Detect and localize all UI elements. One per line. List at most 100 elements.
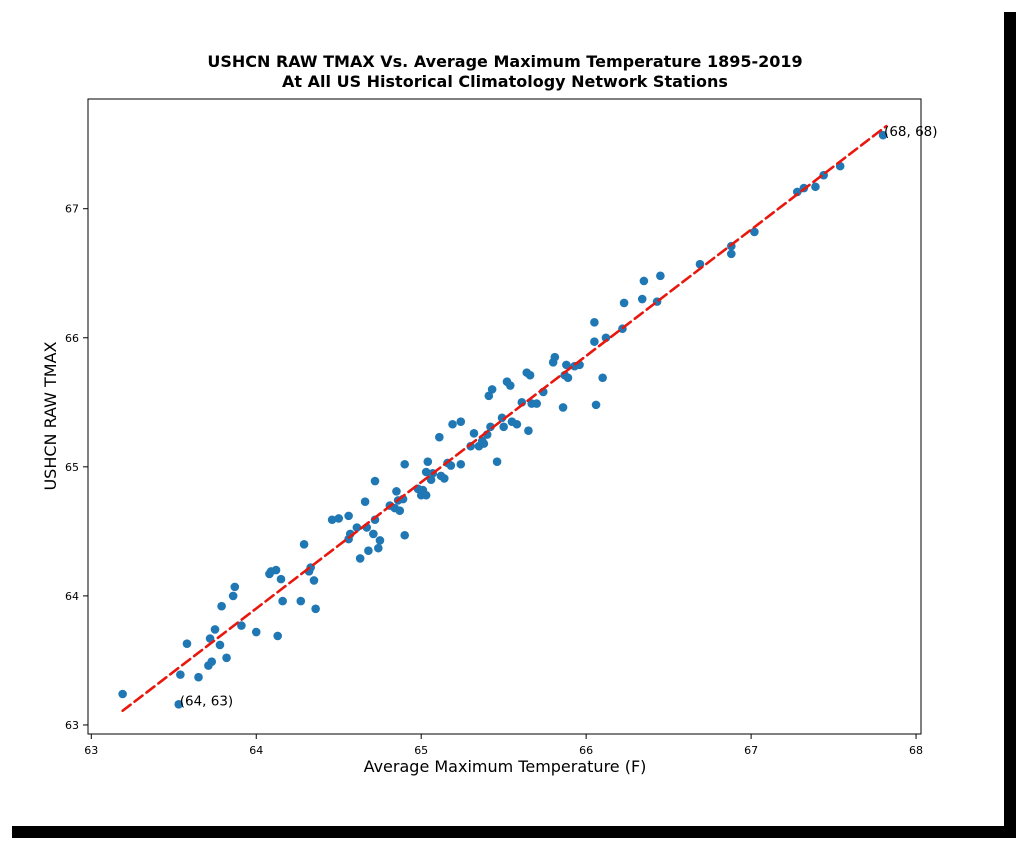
data-point [487,385,497,394]
data-point [222,653,231,663]
data-point [492,457,502,466]
data-point [563,373,573,383]
y-tick-label: 64 [65,590,79,603]
data-point [344,511,353,521]
data-point [375,536,385,545]
data-point [176,670,185,679]
frame-background [0,0,1004,826]
data-point [364,546,373,556]
data-point [311,604,320,614]
data-point [505,381,515,390]
data-point [360,497,370,506]
data-point [278,596,287,606]
data-point [309,576,319,585]
point-annotations: (64, 63) (68, 68) [180,124,938,709]
data-point [550,352,560,362]
data-point [456,417,466,426]
data-point [217,601,226,611]
data-point [273,631,282,641]
data-point [484,391,494,401]
data-point [237,621,246,630]
data-point [639,276,649,286]
data-point [637,294,647,304]
data-point [421,490,431,500]
data-point [525,370,535,380]
chart-title-line1: USHCN RAW TMAX Vs. Average Maximum Tempe… [207,52,802,71]
data-point [727,249,736,259]
data-point [400,530,410,540]
data-point [296,596,306,606]
data-point [656,271,665,281]
fit-line [121,124,888,713]
data-point [499,422,508,432]
y-tick-label: 63 [65,719,79,732]
y-tick-label: 65 [65,461,79,474]
frame-shadow-bottom [12,826,1016,838]
data-point [174,700,184,709]
data-point [591,400,601,410]
data-point [439,474,449,483]
data-point [299,539,309,549]
y-axis-ticks: 63 64 65 66 67 [65,203,88,732]
data-point [210,625,220,634]
data-point [524,426,533,435]
data-point [251,627,261,637]
x-tick-label: 63 [84,744,98,757]
data-point [435,432,444,442]
y-axis-label: USHCN RAW TMAX [41,341,60,490]
data-point [558,403,568,412]
data-point [878,130,888,140]
data-point [619,298,629,308]
plot-area-border [87,98,922,735]
x-tick-label: 65 [414,744,428,757]
data-point [598,373,607,383]
data-point [512,419,522,429]
point-annotation: (64, 63) [180,693,233,709]
data-point [479,439,489,448]
x-tick-label: 66 [579,744,593,757]
data-point [448,419,457,429]
data-point [194,672,203,682]
data-point [215,640,225,650]
x-tick-label: 64 [249,744,263,757]
data-point [370,476,380,486]
data-point [334,514,344,523]
data-point [374,543,383,553]
data-point [118,689,127,699]
data-point [400,459,410,469]
x-tick-label: 67 [744,744,758,757]
data-point [230,582,240,592]
y-tick-label: 66 [65,332,79,345]
frame-shadow-right [1004,12,1016,838]
data-point [392,487,401,496]
data-point [271,565,281,575]
x-axis-label: Average Maximum Temperature (F) [364,757,647,776]
data-point [590,337,599,346]
data-point [562,360,571,370]
data-point [228,591,238,601]
x-tick-label: 68 [909,744,923,757]
data-point [327,515,337,525]
data-point [446,461,456,470]
data-point [590,317,599,327]
chart-title-line2: At All US Historical Climatology Network… [282,72,728,91]
data-point [352,523,362,532]
data-point [456,459,466,469]
data-point [750,227,759,237]
plot-content [118,124,888,713]
data-point [207,657,217,667]
data-point [355,554,365,563]
data-point [423,457,433,466]
data-point [469,428,479,438]
point-annotation: (68, 68) [884,124,937,140]
data-point [182,639,192,648]
data-point [395,506,405,516]
data-point [421,467,431,477]
data-point [792,187,802,197]
data-point [811,182,820,192]
data-point [532,399,541,408]
y-tick-label: 67 [65,203,79,216]
data-point [276,574,286,584]
